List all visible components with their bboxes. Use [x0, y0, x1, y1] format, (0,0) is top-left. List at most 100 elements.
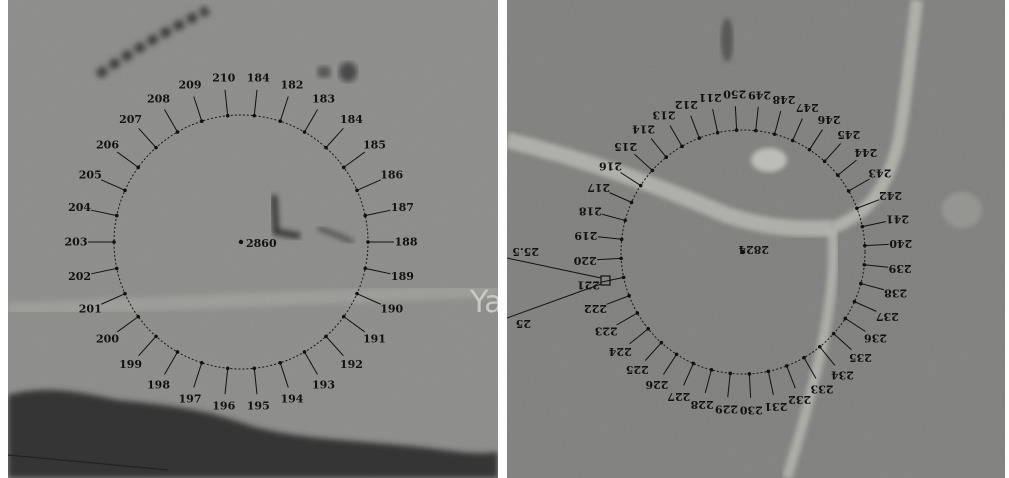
left-tree-line	[8, 390, 498, 478]
sample-point-label: 248	[772, 93, 795, 106]
leader-line	[600, 276, 624, 283]
right-aerial-photo: 250 249 248 247 246 245 244 243 242 241 240 239 238 2…	[507, 0, 1005, 478]
leader-line	[683, 363, 694, 386]
right-edge-label: 25	[516, 317, 531, 330]
leader-line	[690, 115, 700, 139]
leader-line	[193, 96, 203, 122]
sample-point-label: 212	[675, 98, 698, 111]
right-leader-line	[507, 257, 602, 279]
sample-point-label: 196	[212, 400, 235, 413]
sample-point-label: 243	[868, 167, 891, 180]
leader-line	[650, 138, 667, 158]
sample-point-label: 195	[247, 400, 270, 413]
leader-line	[774, 110, 782, 135]
sample-point-label: 200	[96, 332, 119, 345]
sample-point-label: 215	[614, 140, 637, 153]
right-edge-label: 25.5	[512, 245, 539, 258]
leader-line	[864, 264, 889, 268]
leader-line	[663, 354, 677, 375]
left-aerial-photo: Ya 184 182 183 184 185 186 187 188 189 190 191 192 1…	[8, 0, 498, 478]
sample-point-label: 220	[573, 254, 596, 267]
leader-line	[304, 109, 318, 133]
sample-point-label: 227	[667, 390, 690, 403]
sample-point-label: 240	[889, 237, 912, 250]
sample-point-label: 184	[340, 113, 363, 126]
leader-line	[597, 236, 622, 240]
leader-line	[606, 295, 630, 305]
leader-line	[837, 159, 857, 176]
leader-line	[164, 109, 178, 133]
left-ring: 1841821831841851861871881891901911921931…	[65, 71, 418, 412]
sample-point-label: 194	[281, 392, 304, 405]
sample-point-label: 193	[312, 378, 335, 391]
sample-point-label: 209	[179, 79, 202, 92]
sample-point-label: 183	[312, 93, 335, 106]
sample-ring-circle	[620, 129, 866, 375]
sample-point-label: 187	[391, 201, 414, 214]
sample-point-label: 189	[391, 270, 414, 283]
sample-point-label: 228	[690, 398, 713, 411]
sample-point-label: 234	[831, 368, 854, 381]
left-center-mark-2	[317, 226, 354, 244]
leader-line	[365, 267, 391, 275]
sample-point-label: 217	[587, 181, 610, 194]
sample-point-label: 202	[68, 270, 91, 283]
sample-point-label: 198	[147, 378, 170, 391]
leader-line	[803, 357, 817, 379]
right-road-north	[829, 0, 923, 234]
leader-line	[755, 106, 759, 131]
sample-point-label: 197	[179, 392, 202, 405]
leader-line	[253, 89, 258, 116]
leader-line	[101, 293, 126, 305]
left-center-label: 2860	[246, 237, 277, 250]
leader-line	[279, 96, 289, 122]
sample-point-label: 239	[889, 262, 912, 275]
sample-point-label: 249	[748, 88, 771, 101]
right-road-diagonal	[507, 132, 833, 237]
leader-line	[304, 351, 318, 375]
leader-line	[860, 283, 885, 291]
right-leader-line-2	[507, 283, 602, 319]
sample-point-label: 216	[599, 159, 622, 172]
right-center-label: 2824	[738, 243, 769, 256]
sample-point-label: 236	[864, 332, 887, 345]
sample-point-label: 201	[79, 303, 102, 316]
leader-line	[644, 342, 662, 361]
leader-line	[138, 127, 157, 148]
sample-point-label: 237	[876, 310, 899, 323]
leader-line	[91, 267, 117, 275]
leader-line	[712, 109, 719, 133]
sample-point-label: 207	[119, 113, 142, 126]
leader-line	[620, 172, 641, 186]
leader-line	[164, 351, 178, 375]
leader-line	[224, 368, 229, 395]
sample-point-label: 210	[212, 71, 235, 84]
leader-line	[616, 312, 638, 326]
sample-point-label: 204	[68, 201, 91, 214]
sample-point	[728, 371, 733, 376]
sample-point-label: 214	[632, 123, 655, 136]
right-square-marker	[600, 275, 611, 286]
leader-line	[193, 362, 203, 388]
sample-point	[753, 128, 758, 133]
leader-line	[786, 365, 796, 389]
sample-point-label: 230	[739, 403, 762, 416]
leader-line	[748, 373, 752, 398]
sample-point-label: 186	[380, 168, 403, 181]
right-center-point	[740, 249, 746, 255]
leader-line	[91, 209, 117, 217]
leader-line	[597, 257, 622, 261]
sample-point-label: 199	[119, 358, 142, 371]
sample-point-label: 246	[817, 113, 840, 126]
leader-line	[634, 153, 653, 171]
leader-line	[224, 89, 229, 116]
leader-line	[609, 192, 632, 203]
sample-point-label: 245	[837, 128, 860, 141]
sample-point-label: 232	[788, 393, 811, 406]
leader-line	[343, 316, 366, 333]
sample-point-label: 185	[363, 139, 386, 152]
left-dark-spot	[339, 62, 357, 82]
sample-point-label: 223	[595, 325, 618, 338]
